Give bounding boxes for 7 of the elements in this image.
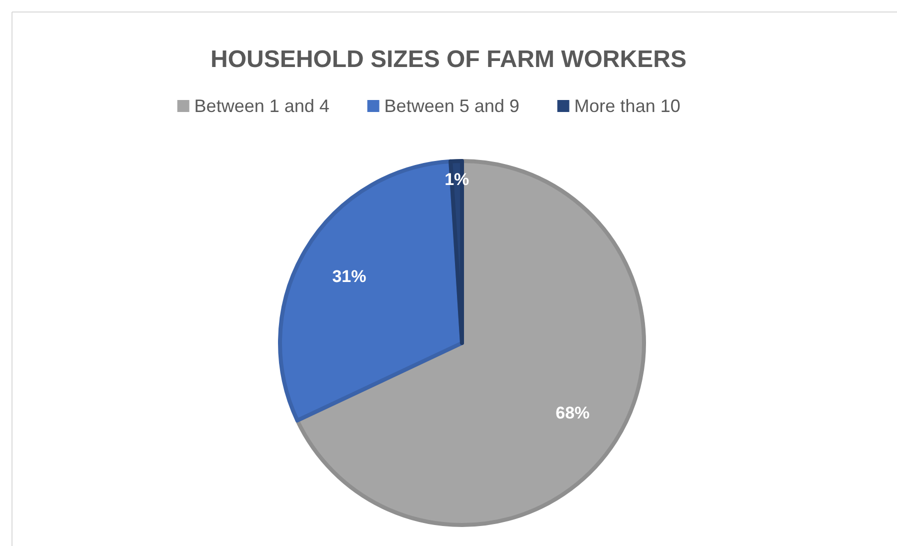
- chart-title: HOUSEHOLD SIZES OF FARM WORKERS: [210, 46, 687, 73]
- pie-slice: [295, 159, 646, 527]
- data-label: 31%: [332, 266, 366, 286]
- data-label: 68%: [556, 404, 590, 423]
- legend-label: Between 1 and 4: [194, 96, 330, 116]
- legend-label: More than 10: [574, 96, 680, 116]
- legend-label: Between 5 and 9: [384, 96, 520, 116]
